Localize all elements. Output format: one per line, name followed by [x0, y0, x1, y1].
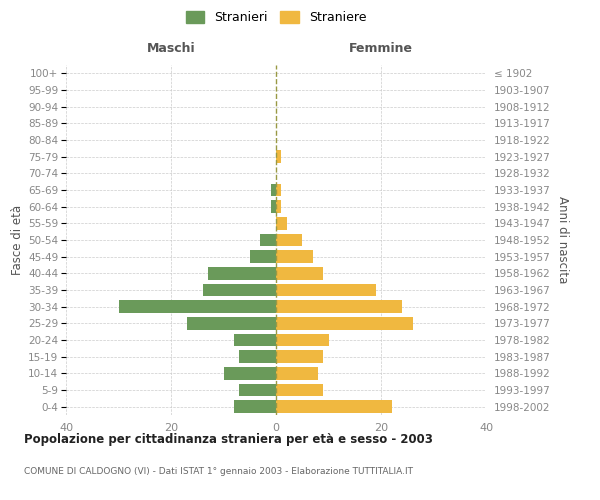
- Text: COMUNE DI CALDOGNO (VI) - Dati ISTAT 1° gennaio 2003 - Elaborazione TUTTITALIA.I: COMUNE DI CALDOGNO (VI) - Dati ISTAT 1° …: [24, 468, 413, 476]
- Bar: [250, 250, 276, 263]
- Bar: [276, 284, 376, 296]
- Bar: [276, 234, 302, 246]
- Text: Popolazione per cittadinanza straniera per età e sesso - 2003: Popolazione per cittadinanza straniera p…: [24, 432, 433, 446]
- Bar: [234, 400, 276, 413]
- Bar: [271, 200, 276, 213]
- Bar: [276, 267, 323, 280]
- Bar: [119, 300, 276, 313]
- Bar: [239, 384, 276, 396]
- Bar: [208, 267, 276, 280]
- Bar: [234, 334, 276, 346]
- Y-axis label: Fasce di età: Fasce di età: [11, 205, 24, 275]
- Bar: [276, 400, 392, 413]
- Legend: Stranieri, Straniere: Stranieri, Straniere: [185, 11, 367, 24]
- Bar: [271, 184, 276, 196]
- Bar: [276, 184, 281, 196]
- Bar: [276, 350, 323, 363]
- Bar: [276, 384, 323, 396]
- Bar: [260, 234, 276, 246]
- Bar: [223, 367, 276, 380]
- Bar: [187, 317, 276, 330]
- Bar: [276, 334, 329, 346]
- Bar: [239, 350, 276, 363]
- Bar: [276, 367, 318, 380]
- Y-axis label: Anni di nascita: Anni di nascita: [556, 196, 569, 284]
- Bar: [276, 150, 281, 163]
- Text: Maschi: Maschi: [146, 42, 196, 55]
- Bar: [276, 300, 402, 313]
- Bar: [276, 250, 313, 263]
- Text: Femmine: Femmine: [349, 42, 413, 55]
- Bar: [276, 217, 287, 230]
- Bar: [203, 284, 276, 296]
- Bar: [276, 200, 281, 213]
- Bar: [276, 317, 413, 330]
